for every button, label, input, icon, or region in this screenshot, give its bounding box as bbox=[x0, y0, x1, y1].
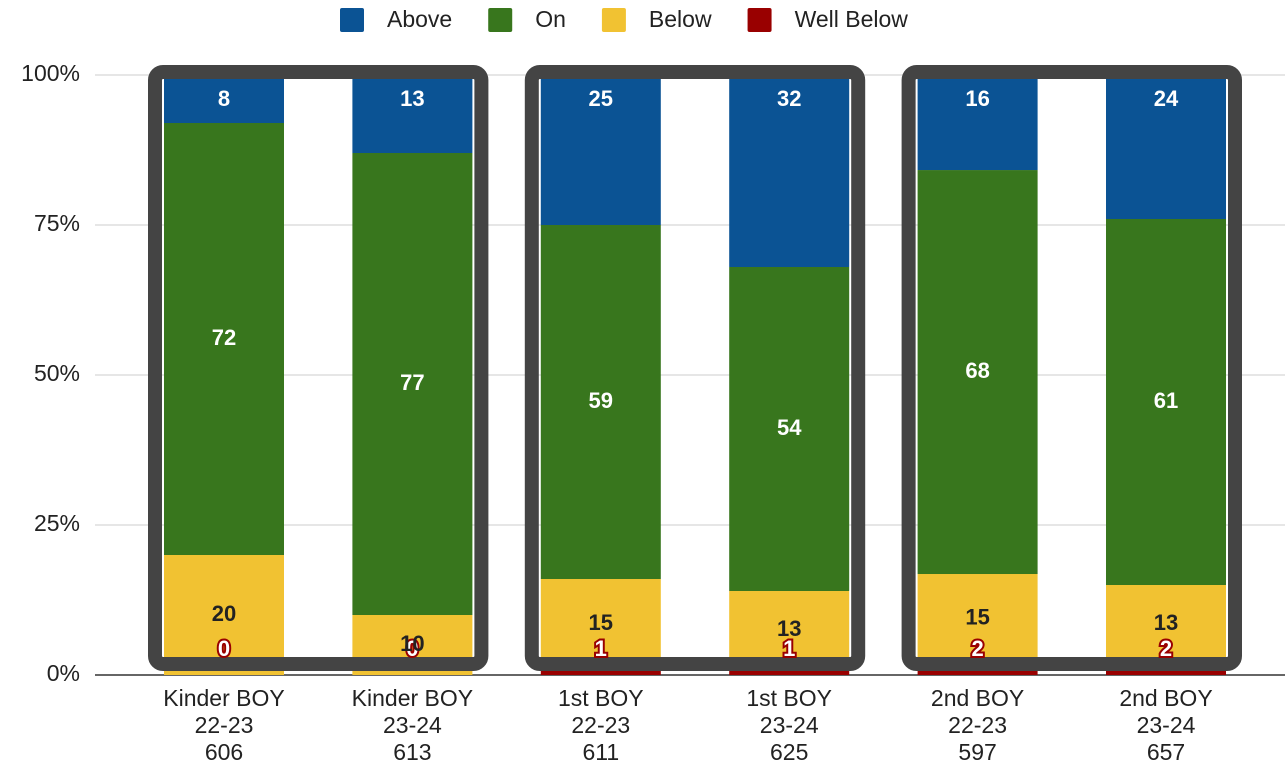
x-tick-label: 23-24 bbox=[383, 712, 442, 738]
data-label: 72 bbox=[212, 325, 236, 350]
bar-segment bbox=[917, 574, 1038, 664]
data-label: 1 bbox=[783, 636, 795, 661]
bar-segment bbox=[1106, 585, 1226, 663]
x-tick-label: 22-23 bbox=[948, 712, 1007, 738]
y-tick-label: 0% bbox=[47, 660, 80, 686]
x-tick-label: 606 bbox=[205, 739, 243, 765]
bar-segment bbox=[729, 591, 850, 669]
y-tick-label: 75% bbox=[34, 210, 80, 236]
x-tick-label: 23-24 bbox=[760, 712, 819, 738]
bar-segment bbox=[352, 153, 473, 615]
bar-segment bbox=[917, 170, 1038, 575]
data-label: 15 bbox=[589, 610, 613, 635]
data-label: 61 bbox=[1154, 388, 1178, 413]
data-label: 1 bbox=[595, 636, 607, 661]
bar-segment bbox=[164, 75, 284, 123]
x-tick-label: 22-23 bbox=[195, 712, 254, 738]
data-label: 13 bbox=[1154, 610, 1178, 635]
bar-segment bbox=[729, 669, 850, 675]
bar-segment bbox=[164, 555, 284, 675]
y-tick-label: 50% bbox=[34, 360, 80, 386]
data-label: 16 bbox=[965, 86, 989, 111]
bar-segment bbox=[1106, 75, 1226, 219]
x-tick-label: 1st BOY bbox=[558, 685, 644, 711]
data-label: 0 bbox=[218, 636, 230, 661]
x-tick-label: 597 bbox=[958, 739, 996, 765]
data-label: 2 bbox=[1160, 636, 1172, 661]
x-tick-label: 611 bbox=[582, 739, 619, 765]
group-frame bbox=[148, 65, 489, 671]
data-label: 25 bbox=[589, 86, 613, 111]
data-label: 77 bbox=[400, 370, 424, 395]
group-frame bbox=[901, 65, 1242, 671]
bar-segment bbox=[540, 225, 661, 579]
y-tick-label: 25% bbox=[34, 510, 80, 536]
data-label: 2 bbox=[971, 636, 983, 661]
legend-swatch bbox=[488, 8, 513, 32]
bar-segment bbox=[917, 75, 1038, 171]
data-label: 0 bbox=[406, 636, 418, 661]
data-label: 15 bbox=[965, 604, 989, 629]
data-label: 68 bbox=[965, 358, 989, 383]
y-tick-label: 100% bbox=[21, 60, 80, 86]
group-frame bbox=[524, 65, 866, 671]
legend-swatch bbox=[747, 8, 772, 32]
x-tick-label: 1st BOY bbox=[746, 685, 832, 711]
legend-label: Well Below bbox=[795, 6, 909, 32]
data-label: 13 bbox=[400, 86, 424, 111]
x-tick-label: 23-24 bbox=[1137, 712, 1196, 738]
data-label: 10 bbox=[400, 631, 424, 656]
data-label: 20 bbox=[212, 601, 236, 626]
bar-segment bbox=[729, 267, 850, 591]
bar-segment bbox=[540, 669, 661, 675]
legend-swatch bbox=[601, 8, 626, 32]
x-tick-label: 22-23 bbox=[571, 712, 630, 738]
data-label: 8 bbox=[218, 86, 230, 111]
x-tick-label: 625 bbox=[770, 739, 808, 765]
x-tick-label: 613 bbox=[393, 739, 431, 765]
data-label: 13 bbox=[777, 616, 801, 641]
bar-segment bbox=[352, 75, 473, 153]
x-tick-label: 2nd BOY bbox=[931, 685, 1024, 711]
legend-label: Above bbox=[387, 6, 452, 32]
legend-label: On bbox=[535, 6, 566, 32]
bar-segment bbox=[1106, 219, 1226, 585]
x-tick-label: Kinder BOY bbox=[163, 685, 284, 711]
x-tick-label: 2nd BOY bbox=[1119, 685, 1212, 711]
bar-segment bbox=[540, 75, 661, 225]
x-tick-label: 657 bbox=[1147, 739, 1185, 765]
bar-segment bbox=[540, 579, 661, 669]
data-label: 54 bbox=[777, 415, 802, 440]
x-tick-label: Kinder BOY bbox=[352, 685, 473, 711]
legend-label: Below bbox=[649, 6, 712, 32]
bar-segment bbox=[729, 75, 850, 267]
bar-segment bbox=[164, 123, 284, 555]
legend-swatch bbox=[340, 8, 364, 32]
data-label: 59 bbox=[589, 388, 613, 413]
data-label: 32 bbox=[777, 86, 801, 111]
data-label: 24 bbox=[1154, 86, 1179, 111]
